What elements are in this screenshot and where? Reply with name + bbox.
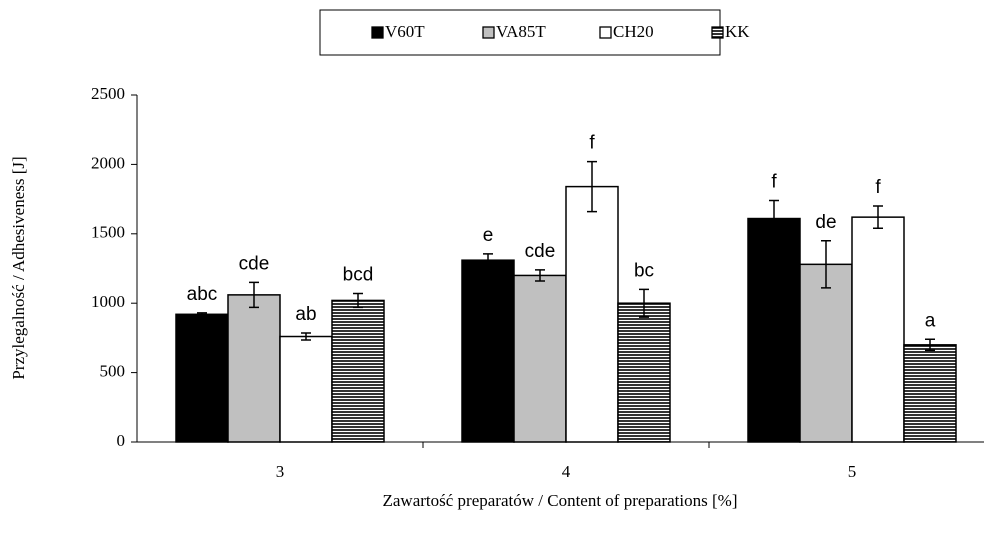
y-tick-label: 1000 bbox=[91, 292, 125, 311]
bar bbox=[279, 335, 333, 443]
significance-letter: e bbox=[483, 225, 494, 246]
x-tick-label: 5 bbox=[848, 462, 857, 481]
legend-box bbox=[319, 9, 721, 56]
error-bar bbox=[535, 269, 545, 282]
significance-letter: f bbox=[771, 172, 777, 193]
error-bar bbox=[769, 199, 779, 238]
bar bbox=[747, 217, 801, 443]
legend-label: V60T bbox=[385, 22, 425, 41]
error-bar bbox=[925, 338, 935, 352]
bar bbox=[617, 302, 671, 443]
bar bbox=[227, 294, 281, 443]
significance-letter: bc bbox=[634, 260, 654, 281]
error-bar bbox=[821, 239, 831, 289]
error-bar bbox=[301, 332, 311, 341]
y-tick-label: 500 bbox=[100, 362, 126, 381]
significance-letter: cde bbox=[239, 253, 270, 274]
significance-letter: bcd bbox=[343, 264, 374, 285]
legend-swatch bbox=[599, 26, 612, 39]
y-tick-label: 1500 bbox=[91, 223, 125, 242]
bar bbox=[903, 344, 957, 443]
y-axis-label: Przylegalność / Adhesiveness [J] bbox=[9, 156, 28, 379]
significance-letter: f bbox=[589, 133, 595, 154]
significance-letter: ab bbox=[295, 304, 316, 325]
bar bbox=[331, 299, 385, 443]
error-bar bbox=[483, 253, 493, 268]
bar bbox=[851, 216, 905, 443]
x-tick-label: 4 bbox=[562, 462, 571, 481]
bar bbox=[513, 274, 567, 443]
legend-label: CH20 bbox=[613, 22, 654, 41]
y-tick-label: 2000 bbox=[91, 153, 125, 172]
error-bar bbox=[353, 292, 363, 309]
bar bbox=[461, 259, 515, 443]
error-bar bbox=[249, 281, 259, 309]
error-bar bbox=[873, 205, 883, 229]
legend-swatch bbox=[371, 26, 384, 39]
error-bar bbox=[639, 288, 649, 318]
error-bar bbox=[197, 312, 207, 317]
significance-letter: de bbox=[815, 212, 836, 233]
y-tick-label: 0 bbox=[117, 431, 126, 450]
significance-letter: a bbox=[925, 310, 936, 331]
bar bbox=[565, 185, 619, 443]
significance-letter: abc bbox=[187, 284, 218, 305]
legend-swatch bbox=[482, 26, 495, 39]
significance-letter: f bbox=[875, 177, 881, 198]
x-tick-label: 3 bbox=[276, 462, 285, 481]
bar bbox=[175, 313, 229, 443]
y-tick-label: 2500 bbox=[91, 84, 125, 103]
legend-label: KK bbox=[725, 22, 750, 41]
legend-swatch bbox=[711, 26, 724, 39]
x-axis-label: Zawartość preparatów / Content of prepar… bbox=[383, 491, 738, 510]
legend-label: VA85T bbox=[496, 22, 546, 41]
significance-letter: cde bbox=[525, 241, 556, 262]
bar bbox=[799, 263, 853, 443]
error-bar bbox=[587, 160, 597, 213]
